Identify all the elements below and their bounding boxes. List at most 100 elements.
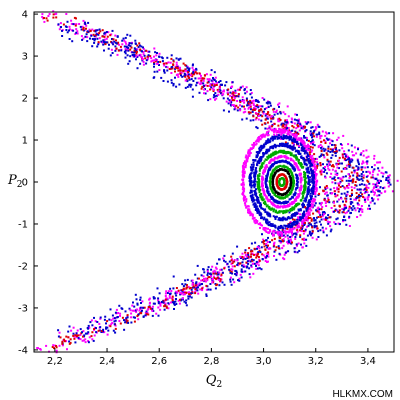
data-point <box>177 69 180 72</box>
data-point <box>157 306 160 309</box>
data-point <box>315 238 318 241</box>
data-point <box>385 177 388 179</box>
data-point <box>265 220 267 223</box>
data-point <box>115 308 118 311</box>
data-point <box>262 112 265 115</box>
data-point <box>132 301 134 304</box>
data-point <box>239 101 242 104</box>
data-point <box>244 92 247 95</box>
data-point <box>138 44 141 47</box>
data-point <box>284 155 287 158</box>
data-point <box>195 81 198 84</box>
data-point <box>200 87 203 90</box>
data-point <box>227 88 230 91</box>
data-point <box>347 179 350 182</box>
data-point <box>260 157 262 160</box>
data-point <box>249 111 252 114</box>
data-point <box>305 158 308 161</box>
data-point <box>265 218 268 221</box>
data-point <box>301 206 304 209</box>
data-point <box>335 218 338 221</box>
data-point <box>263 160 266 163</box>
data-point <box>282 234 285 237</box>
data-point <box>303 152 306 155</box>
data-point <box>310 200 313 202</box>
data-point <box>307 121 310 124</box>
data-point <box>84 338 87 341</box>
data-point <box>308 151 311 154</box>
data-point <box>163 308 166 311</box>
data-point <box>243 105 245 108</box>
data-point <box>237 93 240 96</box>
data-point <box>188 67 191 70</box>
data-point <box>93 328 96 330</box>
data-point <box>263 245 266 248</box>
data-point <box>280 240 283 243</box>
data-point <box>364 166 367 169</box>
data-point <box>237 106 240 109</box>
data-point <box>361 193 364 196</box>
data-point <box>249 99 252 102</box>
data-point <box>251 213 254 216</box>
data-point <box>354 209 357 212</box>
data-point <box>36 347 39 349</box>
data-point <box>283 230 286 233</box>
data-point <box>308 222 311 225</box>
data-point <box>385 171 388 174</box>
data-point <box>115 42 118 45</box>
data-point <box>240 86 242 89</box>
data-point <box>343 206 346 208</box>
data-point <box>270 186 273 189</box>
data-point <box>285 129 288 132</box>
data-point <box>214 283 217 285</box>
data-point <box>306 152 309 155</box>
data-point <box>241 264 243 267</box>
data-point <box>280 142 283 145</box>
data-point <box>274 231 277 234</box>
data-point <box>280 233 283 236</box>
data-point <box>371 173 374 176</box>
data-point <box>313 226 316 229</box>
data-point <box>281 125 284 128</box>
data-point <box>284 143 287 145</box>
data-point <box>200 79 203 82</box>
data-point <box>137 54 140 57</box>
data-point <box>182 298 184 301</box>
data-point <box>244 164 247 167</box>
data-point <box>194 290 197 293</box>
data-point <box>267 253 270 256</box>
data-point <box>260 195 263 198</box>
data-point <box>305 129 308 131</box>
data-point <box>232 278 235 281</box>
data-point <box>158 64 160 66</box>
data-point <box>264 114 267 117</box>
data-point <box>113 317 116 320</box>
data-point <box>256 220 259 222</box>
data-point <box>316 161 319 164</box>
data-point <box>316 179 319 182</box>
data-point <box>286 227 289 230</box>
data-point <box>175 63 178 66</box>
data-point <box>338 209 341 212</box>
data-point <box>104 33 107 36</box>
data-point <box>111 52 114 54</box>
data-point <box>219 278 222 281</box>
data-point <box>203 271 206 274</box>
data-point <box>305 181 308 184</box>
data-point <box>353 186 356 189</box>
data-point <box>79 25 82 28</box>
data-point <box>275 200 278 203</box>
data-point <box>205 295 208 297</box>
data-point <box>281 130 284 133</box>
data-point <box>351 150 354 153</box>
data-point <box>253 106 255 109</box>
data-point <box>335 163 338 166</box>
data-point <box>59 22 62 25</box>
data-point <box>255 99 258 101</box>
data-point <box>278 201 281 204</box>
data-point <box>336 166 339 169</box>
data-point <box>308 180 311 183</box>
data-point <box>242 111 245 114</box>
data-point <box>123 50 126 53</box>
data-point <box>292 182 295 185</box>
